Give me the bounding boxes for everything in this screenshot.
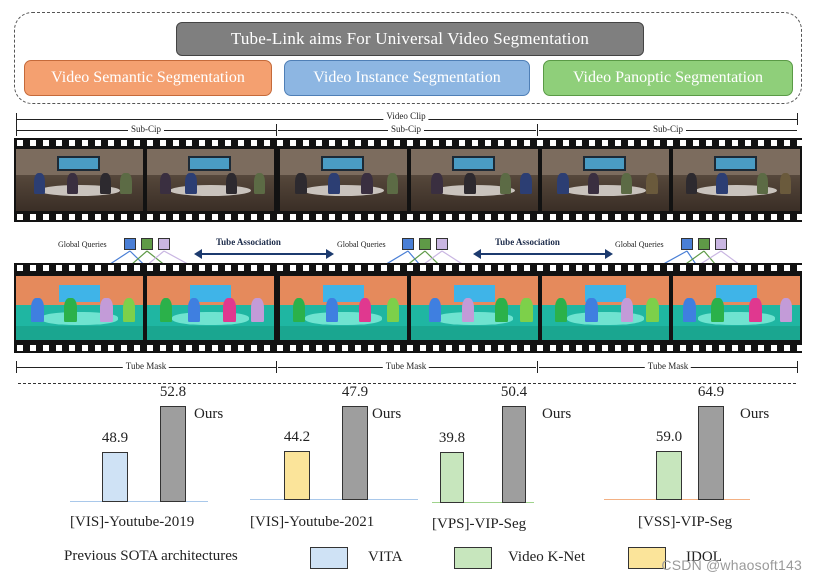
chart-title-2: [VIS]-Youtube-2021 — [250, 514, 375, 530]
tube-association-arrow-1 — [198, 253, 328, 255]
bar-ours — [698, 406, 724, 500]
arrow-left-icon — [194, 249, 202, 259]
global-queries-label-1: Global Queries — [58, 240, 107, 249]
task-video-semantic-segmentation: Video Semantic Segmentation — [24, 60, 272, 96]
legend-swatch-vita — [310, 547, 348, 569]
tube-association-label-1: Tube Association — [216, 237, 281, 247]
rgb-frame-2 — [147, 149, 274, 211]
chart-baseline — [70, 500, 208, 502]
rgb-frame-5 — [542, 149, 669, 211]
arrow-left-icon — [473, 249, 481, 259]
chart-4: 59.0 64.9 Ours — [604, 384, 769, 500]
bar-previous-sota — [440, 452, 464, 503]
bar-value-label: 64.9 — [697, 384, 725, 400]
rgb-frame-6 — [673, 149, 800, 211]
video-clip-label: Video Clip — [383, 111, 429, 121]
mask-frame-4 — [411, 276, 538, 340]
rgb-film-strip — [14, 138, 802, 222]
bar-previous-sota — [656, 451, 682, 500]
mask-frame-6 — [673, 276, 800, 340]
bar-value-label: 48.9 — [101, 430, 129, 446]
chart-baseline — [432, 501, 534, 503]
bar-previous-sota — [102, 452, 128, 502]
global-queries-label-2: Global Queries — [337, 240, 386, 249]
bar-ours — [502, 406, 526, 503]
sub-clip-label-1: Sub-Cip — [127, 124, 165, 134]
query-lavender-icon — [436, 238, 448, 250]
ours-label: Ours — [372, 406, 402, 422]
arrow-right-icon — [605, 249, 613, 259]
rgb-frame-4 — [411, 149, 538, 211]
tube-association-label-2: Tube Association — [495, 237, 560, 247]
bar-value-label: 47.9 — [341, 384, 369, 400]
bar-previous-sota — [284, 451, 310, 500]
mask-frame-2 — [147, 276, 274, 340]
ours-label: Ours — [194, 406, 224, 422]
task-banner — [14, 12, 802, 104]
query-green-icon — [141, 238, 153, 250]
banner-title: Tube-Link aims For Universal Video Segme… — [176, 22, 644, 56]
tube-mask-label-2: Tube Mask — [382, 361, 430, 371]
query-blue-icon — [402, 238, 414, 250]
legend-label-video-knet: Video K-Net — [508, 549, 585, 565]
mask-frame-5 — [542, 276, 669, 340]
sub-clip-label-2: Sub-Cip — [387, 124, 425, 134]
mask-frame-3 — [280, 276, 407, 340]
chart-1: 48.9 52.8 Ours — [70, 384, 223, 502]
rgb-frame-3 — [280, 149, 407, 211]
bar-ours — [342, 406, 368, 500]
tube-association-arrow-2 — [477, 253, 607, 255]
ours-label: Ours — [740, 406, 770, 422]
query-lavender-icon — [715, 238, 727, 250]
query-blue-icon — [124, 238, 136, 250]
task-video-panoptic-segmentation: Video Panoptic Segmentation — [543, 60, 793, 96]
chart-baseline — [250, 498, 418, 500]
chart-title-1: [VIS]-Youtube-2019 — [70, 514, 195, 530]
arrow-right-icon — [326, 249, 334, 259]
chart-title-3: [VPS]-VIP-Seg — [432, 516, 527, 532]
mask-film-strip — [14, 263, 802, 353]
bar-value-label: 52.8 — [159, 384, 187, 400]
query-green-icon — [698, 238, 710, 250]
query-green-icon — [419, 238, 431, 250]
legend-swatch-video-knet — [454, 547, 492, 569]
rgb-frame-1 — [16, 149, 143, 211]
mask-frame-1 — [16, 276, 143, 340]
ours-label: Ours — [542, 406, 572, 422]
bar-value-label: 39.8 — [438, 430, 466, 446]
chart-title-4: [VSS]-VIP-Seg — [638, 514, 733, 530]
watermark: CSDN @whaosoft143 — [661, 557, 802, 573]
bar-value-label: 50.4 — [500, 384, 528, 400]
bar-value-label: 59.0 — [655, 429, 683, 445]
global-queries-label-3: Global Queries — [615, 240, 664, 249]
query-blue-icon — [681, 238, 693, 250]
query-lavender-icon — [158, 238, 170, 250]
legend-label-vita: VITA — [368, 549, 403, 565]
sub-clip-label-3: Sub-Cip — [649, 124, 687, 134]
bar-value-label: 44.2 — [283, 429, 311, 445]
legend-label-idol: IDOL — [686, 549, 722, 565]
chart-3: 39.8 50.4 Ours — [432, 384, 571, 503]
bar-ours — [160, 406, 186, 502]
chart-2: 44.2 47.9 Ours — [250, 384, 418, 500]
task-video-instance-segmentation: Video Instance Segmentation — [284, 60, 530, 96]
legend-title: Previous SOTA architectures — [64, 548, 238, 564]
legend-swatch-idol — [628, 547, 666, 569]
tube-mask-label-1: Tube Mask — [122, 361, 170, 371]
tube-mask-label-3: Tube Mask — [644, 361, 692, 371]
section-separator — [18, 383, 796, 384]
